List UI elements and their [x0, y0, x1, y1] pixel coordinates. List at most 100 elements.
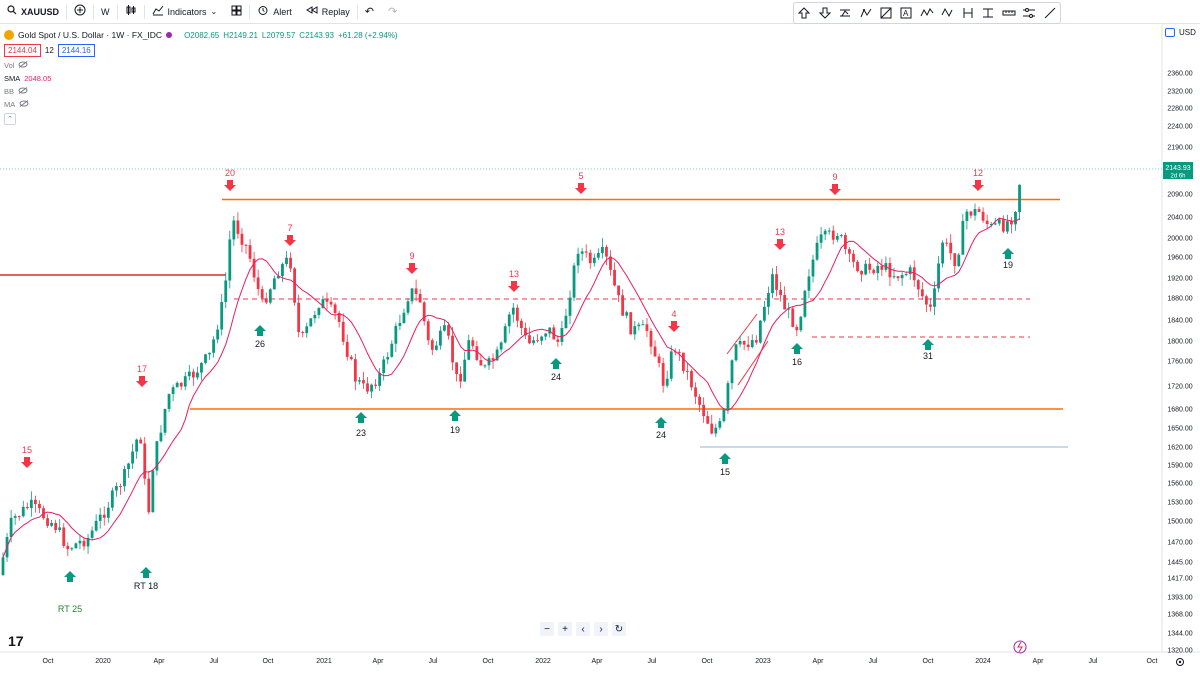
text-icon[interactable]: A	[898, 5, 914, 21]
up-signal-label: RT 25	[58, 604, 82, 614]
pattern-icon[interactable]	[858, 5, 874, 21]
templates-button[interactable]	[224, 0, 249, 24]
price-axis-label: 2280.00	[1167, 106, 1192, 113]
eye-off-icon[interactable]	[19, 100, 29, 109]
zoom-out-button[interactable]: −	[540, 622, 554, 636]
ruler-icon[interactable]	[1001, 5, 1017, 21]
candle-body	[576, 253, 580, 266]
price-axis-label: 1650.00	[1167, 426, 1192, 433]
settings-sliders-icon[interactable]	[1021, 5, 1037, 21]
down-signal-label: 15	[22, 445, 32, 455]
candle-body	[167, 394, 171, 409]
long-position-icon[interactable]	[837, 5, 853, 21]
candle-body	[402, 312, 406, 324]
candle-body	[710, 423, 714, 434]
candle-body	[629, 312, 633, 335]
down-signal-label: 17	[137, 364, 147, 374]
ohlc-open: O2082.65	[184, 30, 220, 40]
candle-body	[641, 324, 645, 326]
candle-body	[341, 321, 345, 342]
time-axis-label: Jul	[210, 658, 219, 665]
bid-ask-row: 2144.04 12 2144.16	[4, 44, 398, 57]
price-axis-label: 1960.00	[1167, 255, 1192, 262]
candle-body	[475, 346, 479, 360]
down-arrow-icon	[21, 457, 33, 468]
candle-body	[240, 233, 244, 245]
time-axis-label: Jul	[869, 658, 878, 665]
sell-price-box[interactable]: 2144.04	[4, 44, 41, 57]
price-axis-label: 2000.00	[1167, 236, 1192, 243]
price-axis-label: 1680.00	[1167, 407, 1192, 414]
candle-body	[382, 359, 386, 374]
reset-chart-button[interactable]: ↻	[612, 622, 626, 636]
date-range-icon[interactable]	[960, 5, 976, 21]
indicator-value: 2048.05	[24, 74, 52, 83]
fib-box-icon[interactable]	[878, 5, 894, 21]
symbol-search[interactable]: XAUUSD	[0, 0, 66, 24]
undo-button[interactable]: ↶	[358, 0, 381, 24]
redo-button[interactable]: ↷	[381, 0, 404, 24]
interval-button[interactable]: W	[94, 0, 117, 24]
candle-body	[556, 339, 560, 342]
down-signal-label: 20	[225, 168, 235, 178]
scroll-left-button[interactable]: ‹	[576, 622, 590, 636]
abcd-icon[interactable]	[939, 5, 955, 21]
candle-body	[70, 548, 74, 550]
candle-body	[961, 220, 965, 255]
alert-button[interactable]: Alert	[250, 0, 299, 24]
candle-body	[1010, 221, 1013, 225]
time-axis-label: Jul	[1089, 658, 1098, 665]
candle-body	[609, 256, 612, 270]
separator	[93, 4, 95, 19]
candle-body	[552, 327, 556, 340]
candle-body	[524, 328, 527, 336]
indicators-button[interactable]: Indicators ⌄	[145, 0, 225, 24]
eye-off-icon[interactable]	[18, 61, 28, 70]
indicator-bb[interactable]: BB	[4, 85, 398, 98]
candle-body	[483, 365, 487, 367]
currency-selector[interactable]: USD	[1165, 28, 1196, 37]
up-arrow-icon	[550, 358, 562, 369]
candle-body	[835, 236, 839, 240]
arrow-down-icon[interactable]	[817, 5, 833, 21]
indicator-sma[interactable]: SMA 2048.05	[4, 72, 398, 85]
candle-body	[945, 242, 949, 244]
indicator-ma[interactable]: MA	[4, 98, 398, 111]
down-signal-label: 5	[578, 171, 583, 181]
candle-body	[754, 340, 758, 343]
scroll-right-button[interactable]: ›	[594, 622, 608, 636]
ohlc-change: +61.28 (+2.94%)	[338, 30, 398, 40]
candle-body	[451, 335, 454, 363]
candle-body	[175, 382, 179, 388]
candle-body	[864, 263, 868, 275]
price-axis-label: 1620.00	[1167, 445, 1192, 452]
minus-icon: −	[544, 623, 550, 635]
arrow-up-icon[interactable]	[796, 5, 812, 21]
trend-line-icon[interactable]	[1042, 5, 1058, 21]
collapse-legend-button[interactable]: ⌃	[4, 113, 16, 125]
candle-body	[131, 451, 134, 464]
chart-type-button[interactable]	[118, 0, 144, 24]
undo-icon: ↶	[364, 6, 374, 18]
candle-body	[876, 265, 880, 274]
buy-price-box[interactable]: 2144.16	[57, 44, 95, 57]
grid-icon	[231, 5, 242, 19]
snapshot-icon[interactable]	[1165, 28, 1175, 37]
eye-off-icon[interactable]	[18, 87, 28, 96]
indicator-vol[interactable]: Vol	[4, 59, 398, 72]
indicator-name: SMA	[4, 74, 21, 83]
replay-button[interactable]: Replay	[299, 0, 357, 24]
candle-body	[734, 344, 738, 361]
candle-body	[933, 288, 936, 307]
compare-button[interactable]	[67, 0, 93, 24]
elliott-wave-icon[interactable]	[919, 5, 935, 21]
candle-body	[398, 323, 402, 326]
candle-body	[386, 356, 390, 360]
symbol-title[interactable]: Gold Spot / U.S. Dollar · 1W · FX_IDC	[18, 30, 163, 40]
candle-body	[86, 537, 90, 547]
tradingview-logo-icon: 17	[8, 633, 24, 649]
candle-body	[686, 370, 689, 372]
candle-body	[779, 289, 782, 296]
price-range-icon[interactable]	[980, 5, 996, 21]
zoom-in-button[interactable]: +	[558, 622, 572, 636]
